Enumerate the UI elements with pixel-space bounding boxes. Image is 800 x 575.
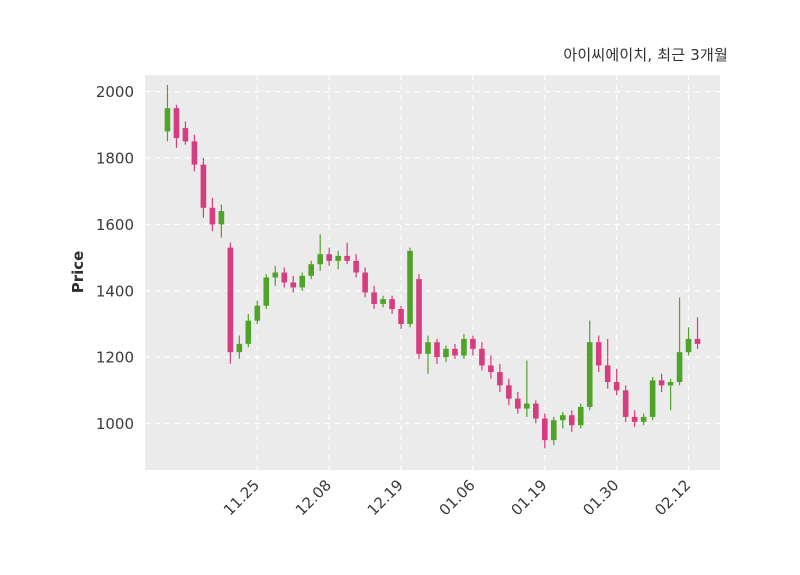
candle-body <box>299 275 306 288</box>
candle-body <box>658 380 665 386</box>
candle-body <box>533 403 539 419</box>
candle-body <box>272 272 279 278</box>
candle-body <box>631 416 638 422</box>
candle-body <box>676 352 683 383</box>
candle-body <box>595 342 602 366</box>
candle-body <box>371 292 377 305</box>
candle-body <box>389 299 395 310</box>
candle-body <box>173 108 180 139</box>
candle-body <box>568 415 575 426</box>
candle-body <box>281 272 288 283</box>
candle-body <box>416 279 422 354</box>
candle-body <box>479 348 485 366</box>
candle-body <box>649 380 656 417</box>
candle-body <box>443 348 449 358</box>
candle-body <box>344 255 350 261</box>
x-tick-label: 01.19 <box>508 476 551 519</box>
candle-body <box>227 247 234 353</box>
candle-body <box>506 385 512 399</box>
x-tick-label: 11.25 <box>220 476 263 519</box>
candle-body <box>200 164 207 208</box>
candle-body <box>182 128 189 142</box>
y-tick-label: 1000 <box>96 415 134 433</box>
y-tick-label: 1800 <box>96 149 134 167</box>
candle-body <box>559 415 566 421</box>
candle-body <box>613 382 620 391</box>
candle-body <box>694 338 701 344</box>
candle-body <box>488 365 494 373</box>
candle-body <box>164 108 171 132</box>
candle-body <box>407 250 413 324</box>
candle-body <box>326 254 332 261</box>
candle-body <box>254 305 261 321</box>
candle-body <box>497 372 503 386</box>
candle-body <box>542 418 548 441</box>
x-tick-label: 02.12 <box>651 476 694 519</box>
candle-body <box>452 348 458 356</box>
candle-body <box>398 309 404 324</box>
x-tick-label: 01.06 <box>436 476 479 519</box>
candle-body <box>308 264 315 276</box>
candle-body <box>667 382 674 386</box>
x-tick-label: 12.08 <box>292 476 335 519</box>
candle-body <box>515 398 521 409</box>
y-tick-label: 1400 <box>96 282 134 300</box>
candle-body <box>586 342 593 407</box>
x-tick-label: 12.19 <box>364 476 407 519</box>
candle-body <box>425 342 431 354</box>
candle-body <box>604 365 611 383</box>
y-tick-label: 2000 <box>96 83 134 101</box>
candle-body <box>470 338 476 349</box>
candle-body <box>263 277 270 306</box>
candle-body <box>245 320 252 344</box>
candle-body <box>191 141 198 165</box>
candle-body <box>434 342 440 358</box>
y-tick-label: 1200 <box>96 349 134 367</box>
candle-body <box>380 299 386 305</box>
chart-title: 아이씨에이치, 최근 3개월 <box>563 46 728 64</box>
y-tick-label: 1600 <box>96 216 134 234</box>
candle-body <box>317 254 323 265</box>
candle-body <box>362 272 368 293</box>
candle-body <box>218 211 225 225</box>
candle-body <box>577 406 584 426</box>
candle-body <box>353 260 359 273</box>
candle-body <box>524 403 530 409</box>
candle-body <box>290 282 297 288</box>
candle-body <box>685 338 692 353</box>
candle-body <box>640 416 647 422</box>
x-tick-label: 01.30 <box>579 476 622 519</box>
candle-body <box>550 420 557 441</box>
candle-body <box>209 207 216 225</box>
candle-body <box>461 338 467 356</box>
y-axis-label: Price <box>69 250 87 294</box>
candle-body <box>622 390 629 417</box>
candle-body <box>335 255 341 261</box>
candle-body <box>236 343 243 353</box>
